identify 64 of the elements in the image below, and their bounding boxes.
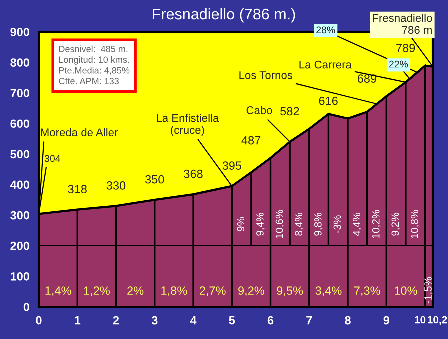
annotation: 10% [395, 286, 418, 296]
y-tick-label: 300 [10, 211, 30, 220]
annotation: 28% [316, 26, 336, 34]
annotation: 7,3% [354, 286, 380, 296]
data-label: 689 [358, 74, 376, 83]
annotation: 4,4% [353, 213, 362, 236]
annotation: 1,4% [46, 286, 72, 296]
x-tick-label: 10 [415, 316, 426, 324]
annotation: 3,4% [316, 286, 342, 296]
annotation: Fresnadiello 786 m [373, 14, 432, 34]
data-label: 350 [145, 175, 164, 184]
data-label: 616 [319, 96, 338, 106]
y-tick-label: 200 [10, 242, 30, 250]
y-tick-label: 500 [10, 150, 30, 159]
y-tick-label: 700 [10, 89, 30, 98]
y-tick-label: 400 [10, 180, 30, 190]
x-tick-label: 4 [190, 316, 197, 325]
y-tick-label: 800 [10, 58, 30, 67]
x-tick-label: 5 [229, 316, 236, 325]
annotation: 9,8% [314, 213, 324, 236]
annotation: 8,4% [295, 213, 304, 236]
x-tick-label: 6 [268, 316, 274, 325]
x-tick-label: 8 [345, 316, 351, 325]
annotation: 9,2% [392, 213, 400, 236]
x-tick-label: 7 [306, 316, 312, 325]
data-label: 789 [396, 44, 416, 52]
annotation: 10,2% [372, 210, 382, 238]
annotation: 2,7% [200, 286, 226, 296]
y-tick-label: 100 [11, 272, 30, 281]
annotation: 10,6% [276, 210, 284, 238]
annotation: 10,8% [411, 210, 420, 238]
annotation: Cabo [246, 106, 272, 114]
annotation: -3% [334, 216, 342, 234]
x-tick-label: 0 [36, 316, 42, 325]
x-tick-label: 9 [384, 316, 390, 325]
x-tick-label: 3 [152, 316, 158, 325]
annotation: 22% [389, 60, 408, 68]
annotation: Moreda de Aller [41, 128, 118, 137]
annotation: 9,4% [256, 213, 266, 236]
annotation: 2% [128, 286, 144, 295]
annotation: La Enfistiella (cruce) [157, 114, 220, 136]
annotation: La Carrera [300, 60, 352, 69]
data-label: 318 [68, 185, 87, 194]
y-tick-label: 0 [24, 303, 30, 312]
annotation: 9,2% [238, 286, 264, 296]
data-label: 395 [222, 162, 242, 170]
x-tick-label: 10,2 [428, 316, 448, 326]
x-tick-label: 2 [113, 316, 120, 325]
y-tick-label: 900 [10, 28, 30, 36]
data-label: 582 [280, 107, 300, 116]
y-tick-label: 600 [10, 120, 30, 128]
x-tick-label: 1 [75, 316, 81, 325]
annotation: 9,5% [277, 286, 304, 296]
annotation: 9% [237, 217, 245, 232]
data-label: 487 [242, 136, 261, 145]
chart-title: Fresnadiello (786 m.) [153, 8, 296, 23]
data-label: 304 [44, 155, 60, 162]
data-label: 330 [106, 182, 126, 190]
annotation: Desnivel: 485 m. Longitud: 10 kms. Pte.Media: 4,85% Cfte. APM: 133 [59, 46, 130, 84]
annotation: 1,8% [162, 286, 188, 296]
annotation: 1,2% [84, 286, 110, 296]
data-label: 368 [184, 170, 203, 178]
annotation: Los Tornos [240, 72, 293, 80]
annotation: -1,5% [424, 277, 434, 304]
